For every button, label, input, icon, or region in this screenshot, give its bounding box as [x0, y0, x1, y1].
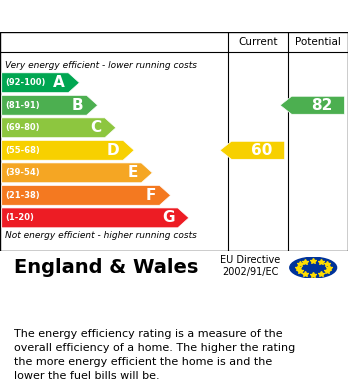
Polygon shape: [220, 141, 285, 159]
Text: Very energy efficient - lower running costs: Very energy efficient - lower running co…: [5, 61, 197, 70]
Polygon shape: [2, 208, 189, 228]
Text: (55-68): (55-68): [5, 146, 40, 155]
Polygon shape: [2, 185, 171, 205]
Polygon shape: [2, 95, 98, 115]
Text: (39-54): (39-54): [5, 168, 40, 178]
Text: F: F: [146, 188, 156, 203]
Text: G: G: [162, 210, 174, 225]
Polygon shape: [2, 140, 134, 160]
Text: C: C: [90, 120, 101, 135]
Text: 82: 82: [311, 98, 332, 113]
Polygon shape: [2, 73, 79, 93]
Text: Energy Efficiency Rating: Energy Efficiency Rating: [14, 5, 262, 23]
Circle shape: [290, 257, 337, 278]
Text: England & Wales: England & Wales: [14, 258, 198, 277]
Text: Current: Current: [238, 37, 278, 47]
Text: (81-91): (81-91): [5, 101, 40, 110]
Text: (69-80): (69-80): [5, 123, 40, 132]
FancyBboxPatch shape: [0, 32, 348, 251]
Text: D: D: [107, 143, 120, 158]
Text: Potential: Potential: [295, 37, 341, 47]
Text: EU Directive
2002/91/EC: EU Directive 2002/91/EC: [220, 255, 281, 277]
Text: (21-38): (21-38): [5, 191, 40, 200]
Text: A: A: [53, 75, 65, 90]
Text: The energy efficiency rating is a measure of the
overall efficiency of a home. T: The energy efficiency rating is a measur…: [14, 329, 295, 381]
Text: (92-100): (92-100): [5, 78, 46, 87]
Polygon shape: [2, 163, 152, 183]
Text: Not energy efficient - higher running costs: Not energy efficient - higher running co…: [5, 231, 197, 240]
Text: (1-20): (1-20): [5, 213, 34, 222]
Text: 60: 60: [251, 143, 272, 158]
Polygon shape: [280, 96, 345, 114]
Text: E: E: [127, 165, 138, 180]
Text: B: B: [71, 98, 83, 113]
Polygon shape: [2, 118, 116, 138]
